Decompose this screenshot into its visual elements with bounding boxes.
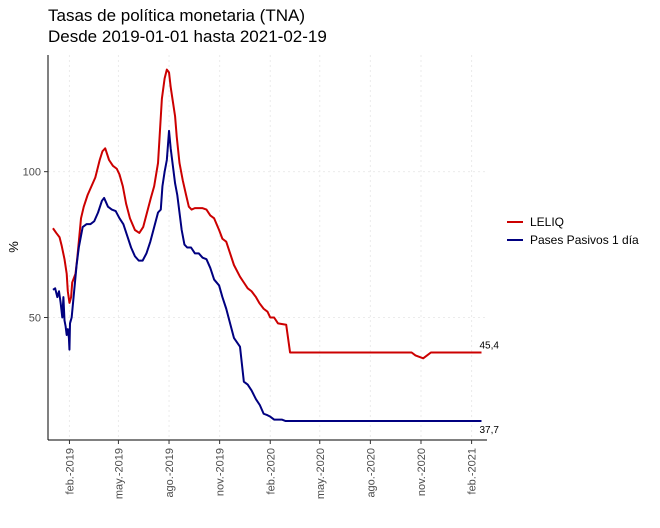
y-tick-label: 50 — [29, 313, 41, 325]
x-tick-label: ago.-2019 — [164, 448, 176, 498]
series-line-leliq — [52, 68, 482, 360]
x-tick-label: may.-2020 — [315, 448, 327, 499]
x-axis-ticks: feb.-2019 may.-2019 ago.-2019 nov.-2019 feb.… — [64, 440, 479, 499]
x-tick-label: feb.-2019 — [64, 448, 76, 494]
legend-label: Pases Pasivos 1 día — [530, 233, 639, 247]
end-label: 45,4 — [479, 341, 499, 352]
series-lines — [52, 68, 482, 423]
y-axis-ticks: 50 100 — [23, 167, 48, 325]
x-tick-label: feb.-2021 — [467, 448, 479, 494]
x-tick-label: feb.-2020 — [265, 448, 277, 494]
x-tick-label: may.-2019 — [113, 448, 125, 499]
x-tick-label: nov.-2019 — [215, 448, 227, 496]
legend-label: LELIQ — [530, 215, 564, 229]
legend: LELIQ Pases Pasivos 1 día — [507, 215, 639, 247]
x-tick-label: ago.-2020 — [365, 448, 377, 498]
x-tick-label: nov.-2020 — [416, 448, 428, 496]
chart-title: Tasas de política monetaria (TNA) — [48, 6, 305, 25]
y-tick-label: 100 — [23, 167, 41, 179]
end-labels: 45,4 37,7 — [479, 341, 499, 437]
series-line-pases-pasivos-1-d-a — [52, 129, 482, 423]
end-label: 37,7 — [479, 425, 499, 436]
chart-subtitle: Desde 2019-01-01 hasta 2021-02-19 — [48, 27, 327, 46]
grid-lines — [48, 55, 487, 440]
y-axis-title: % — [6, 241, 21, 253]
